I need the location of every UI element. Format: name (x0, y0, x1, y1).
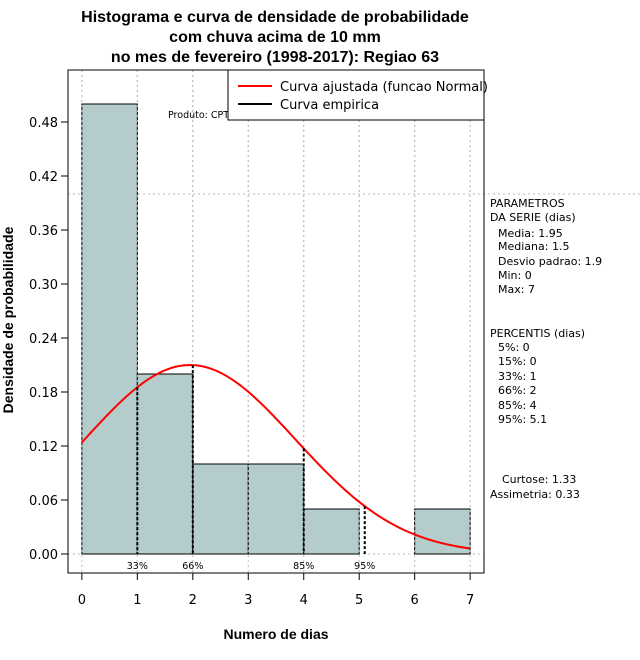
y-tick-label: 0.48 (29, 116, 58, 131)
chart-title-line-1: Histograma e curva de densidade de proba… (81, 9, 469, 26)
percentil-85: 85%: 4 (498, 399, 537, 412)
percentile-markers: 33% 66% 85% 95% (127, 365, 375, 572)
legend-label-fitted: Curva ajustada (funcao Normal) (280, 80, 488, 95)
param-desvio: Desvio padrao: 1.9 (498, 255, 602, 268)
legend: Curva ajustada (funcao Normal) Curva emp… (227, 69, 488, 121)
x-tick-label: 0 (78, 593, 86, 608)
percentile-label-2: 85% (293, 561, 314, 572)
params-title-2: DA SERIE (dias) (490, 211, 576, 224)
legend-label-empirical: Curva empirica (280, 98, 379, 113)
param-min: Min: 0 (498, 269, 532, 282)
param-mediana: Mediana: 1.5 (498, 240, 569, 253)
density-curve (81, 364, 471, 550)
histogram-bar-1 (136, 373, 194, 555)
x-tick-label: 1 (133, 593, 141, 608)
percentil-5: 5%: 0 (498, 341, 530, 354)
assimetria-value: Assimetria: 0.33 (490, 488, 580, 501)
x-tick-label: 5 (355, 593, 363, 608)
histogram-bars (81, 70, 471, 555)
y-tick-label: 0.18 (29, 386, 58, 401)
param-media: Media: 1.95 (498, 227, 563, 240)
y-tick-label: 0.00 (29, 548, 58, 563)
legend-box (227, 69, 485, 121)
side-panel: PARAMETROS DA SERIE (dias) Media: 1.95 M… (490, 197, 602, 501)
x-tick-label: 2 (189, 593, 197, 608)
y-axis-title: Densidade de probabilidade (0, 226, 16, 413)
histogram-bar-3 (247, 463, 305, 555)
x-tick-label: 3 (244, 593, 252, 608)
percentile-label-3: 95% (354, 561, 375, 572)
y-tick-label: 0.24 (29, 332, 58, 347)
percentil-95: 95%: 5.1 (498, 413, 547, 426)
percentil-15: 15%: 0 (498, 355, 537, 368)
x-tick-label: 6 (411, 593, 419, 608)
x-axis: 0 1 2 3 4 5 6 7 (78, 572, 474, 608)
curtose-value: Curtose: 1.33 (502, 473, 576, 486)
y-tick-label: 0.06 (29, 494, 58, 509)
y-axis: 0.00 0.06 0.12 0.18 0.24 0.30 0.36 0.42 0.48 (29, 116, 69, 563)
percentis-title: PERCENTIS (dias) (490, 327, 585, 340)
x-axis-title: Numero de dias (223, 626, 328, 642)
y-tick-label: 0.12 (29, 440, 58, 455)
histogram-bar-0 (81, 103, 138, 555)
normal-fit-curve (81, 364, 471, 550)
chart-title-line-3: no mes de fevereiro (1998-2017): Regiao … (111, 49, 439, 66)
y-tick-label: 0.42 (29, 170, 58, 185)
histogram-bar-4 (303, 508, 360, 555)
y-tick-label: 0.36 (29, 224, 58, 239)
params-title-1: PARAMETROS (490, 197, 565, 210)
percentile-label-0: 33% (127, 561, 148, 572)
histogram-bar-2 (192, 463, 249, 555)
x-tick-label: 4 (300, 593, 308, 608)
percentile-label-1: 66% (182, 561, 203, 572)
percentil-33: 33%: 1 (498, 370, 537, 383)
x-tick-label: 7 (466, 593, 474, 608)
y-tick-label: 0.30 (29, 278, 58, 293)
product-note: Produto: CPTEC/INPE (168, 110, 267, 121)
percentil-66: 66%: 2 (498, 384, 537, 397)
chart-title-line-2: com chuva acima de 10 mm (169, 29, 381, 46)
param-max: Max: 7 (498, 283, 535, 296)
